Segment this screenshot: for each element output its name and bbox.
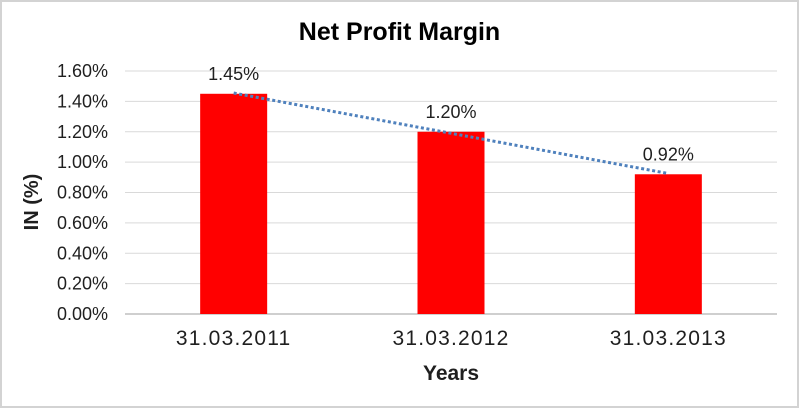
- y-axis-title: IN (%): [21, 174, 43, 231]
- bar: [200, 93, 268, 314]
- y-tick-label: 0.80%: [57, 183, 108, 203]
- bar-data-label: 1.45%: [208, 64, 259, 84]
- y-tick-label: 0.40%: [57, 243, 108, 263]
- y-tick-label: 1.40%: [57, 91, 108, 111]
- bar-data-label: 0.92%: [643, 144, 694, 164]
- x-axis-title: Years: [422, 362, 480, 385]
- x-tick-label: 31.03.2011: [176, 327, 292, 350]
- chart-title: Net Profit Margin: [298, 18, 501, 46]
- trendline: [233, 91, 669, 175]
- y-tick-label: 0.60%: [57, 213, 108, 233]
- bar: [634, 174, 702, 314]
- y-tick-label: 0.20%: [57, 274, 108, 294]
- x-tick-label: 31.03.2013: [610, 327, 727, 350]
- y-tick-label: 0.00%: [57, 304, 108, 324]
- bar: [417, 131, 485, 314]
- x-tick-label: 31.03.2012: [392, 327, 509, 350]
- y-tick-label: 1.60%: [57, 61, 108, 81]
- y-tick-label: 1.00%: [57, 152, 108, 172]
- y-tick-label: 1.20%: [57, 122, 108, 142]
- bar-data-label: 1.20%: [425, 102, 476, 122]
